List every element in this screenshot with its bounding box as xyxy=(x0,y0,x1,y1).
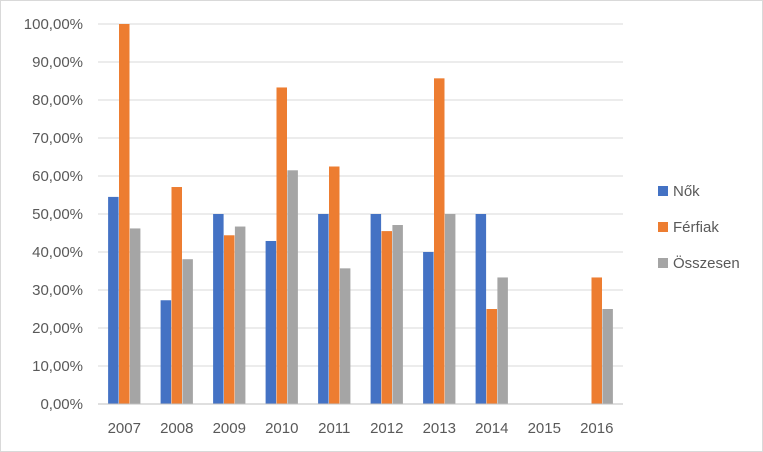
axes: 0,00% 10,00% 20,00% 30,00% 40,00% 50,00% 60,00… xyxy=(24,16,623,437)
bar xyxy=(160,300,172,404)
y-tick-label: 20,00% xyxy=(32,320,83,337)
y-tick-label: 0,00% xyxy=(40,396,83,413)
bar xyxy=(119,24,130,404)
bar xyxy=(171,187,182,404)
y-tick-label: 50,00% xyxy=(32,206,83,223)
legend-swatch xyxy=(658,186,668,196)
bar xyxy=(224,235,235,404)
y-tick-label: 70,00% xyxy=(32,130,83,147)
bar xyxy=(444,214,456,404)
bar xyxy=(423,252,434,404)
bar xyxy=(486,309,497,404)
x-tick-label: 2009 xyxy=(213,420,246,437)
bar xyxy=(265,240,277,404)
y-tick-label: 100,00% xyxy=(24,16,83,33)
y-tick-label: 30,00% xyxy=(32,282,83,299)
bar xyxy=(370,214,382,404)
legend-swatch xyxy=(658,258,668,268)
bar xyxy=(381,231,392,404)
bars xyxy=(108,24,613,405)
legend-label: Összesen xyxy=(673,254,740,272)
x-tick-label: 2016 xyxy=(580,420,613,437)
bar xyxy=(287,170,298,404)
x-tick-label: 2014 xyxy=(475,420,508,437)
x-tick-label: 2013 xyxy=(423,420,456,437)
x-tick-label: 2007 xyxy=(108,420,141,437)
bar xyxy=(276,87,287,405)
bar xyxy=(475,214,487,404)
bar xyxy=(182,259,193,404)
bar xyxy=(108,196,119,404)
bar xyxy=(392,225,403,404)
bar xyxy=(602,309,613,404)
bar xyxy=(318,214,329,404)
bar xyxy=(339,268,351,404)
x-tick-label: 2010 xyxy=(265,420,298,437)
legend-label: Férfiak xyxy=(673,219,719,236)
y-tick-label: 40,00% xyxy=(32,244,83,261)
bar xyxy=(434,78,445,404)
bar xyxy=(213,214,224,404)
legend-swatch xyxy=(658,222,668,232)
bar xyxy=(329,166,340,404)
x-tick-label: 2012 xyxy=(370,420,403,437)
x-tick-label: 2008 xyxy=(160,420,193,437)
x-tick-label: 2011 xyxy=(318,420,350,437)
bar xyxy=(497,277,508,404)
bar xyxy=(234,226,246,404)
bar xyxy=(591,277,602,404)
bar xyxy=(129,228,141,404)
legend: Nők Férfiak Összesen xyxy=(658,183,740,272)
y-tick-label: 60,00% xyxy=(32,168,83,185)
x-tick-label: 2015 xyxy=(528,420,561,437)
legend-label: Nők xyxy=(673,183,700,200)
y-tick-label: 10,00% xyxy=(32,358,83,375)
y-tick-label: 90,00% xyxy=(32,54,83,71)
y-tick-label: 80,00% xyxy=(32,92,83,109)
